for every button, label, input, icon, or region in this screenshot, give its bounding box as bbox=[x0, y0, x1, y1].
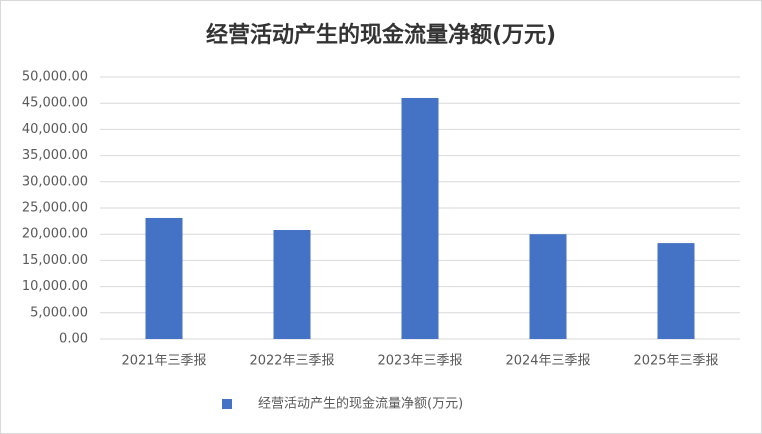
y-tick-label: 25,000.00 bbox=[22, 201, 88, 216]
bar bbox=[657, 243, 695, 339]
bar bbox=[529, 234, 567, 339]
bar bbox=[401, 97, 439, 340]
chart-title: 经营活动产生的现金流量净额(万元) bbox=[206, 22, 556, 48]
legend-label: 经营活动产生的现金流量净额(万元) bbox=[258, 396, 463, 412]
x-tick-label: 2023年三季报 bbox=[377, 354, 462, 369]
y-tick-label: 45,000.00 bbox=[22, 96, 88, 111]
y-tick-label: 5,000.00 bbox=[30, 305, 88, 320]
legend-swatch bbox=[222, 399, 232, 409]
y-tick-label: 10,000.00 bbox=[22, 279, 88, 294]
bar bbox=[145, 217, 183, 339]
x-tick-label: 2021年三季报 bbox=[121, 354, 206, 369]
y-tick-label: 0.00 bbox=[59, 332, 88, 347]
x-tick-label: 2025年三季报 bbox=[633, 354, 718, 369]
x-tick-label: 2022年三季报 bbox=[249, 354, 334, 369]
y-tick-label: 15,000.00 bbox=[22, 253, 88, 268]
y-tick-label: 50,000.00 bbox=[22, 70, 88, 85]
bar bbox=[273, 230, 311, 339]
y-tick-label: 30,000.00 bbox=[22, 174, 88, 189]
y-tick-label: 20,000.00 bbox=[22, 227, 88, 242]
y-tick-label: 35,000.00 bbox=[22, 148, 88, 163]
x-tick-label: 2024年三季报 bbox=[505, 354, 590, 369]
y-tick-label: 40,000.00 bbox=[22, 122, 88, 137]
